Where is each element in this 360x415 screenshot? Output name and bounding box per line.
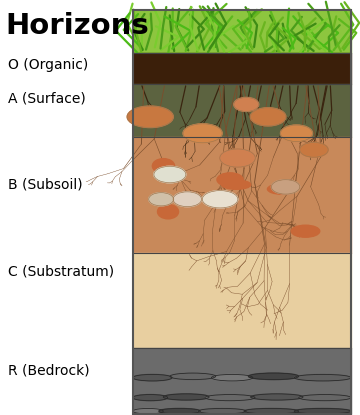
Ellipse shape — [300, 142, 328, 157]
Bar — [133, 10, 351, 414]
Bar — [133, 84, 351, 137]
Text: C (Substratum): C (Substratum) — [9, 264, 114, 278]
Ellipse shape — [205, 395, 255, 401]
Bar — [133, 253, 351, 348]
Ellipse shape — [294, 408, 351, 414]
Ellipse shape — [159, 408, 201, 414]
Text: A (Surface): A (Surface) — [9, 91, 86, 105]
Ellipse shape — [157, 205, 179, 219]
Bar — [133, 10, 351, 53]
Ellipse shape — [127, 106, 173, 127]
Bar — [133, 348, 351, 414]
Ellipse shape — [280, 125, 312, 142]
Bar — [133, 53, 351, 84]
Text: B (Subsoil): B (Subsoil) — [9, 178, 83, 192]
Ellipse shape — [271, 180, 300, 194]
Ellipse shape — [198, 408, 246, 414]
Ellipse shape — [154, 166, 186, 183]
Ellipse shape — [244, 408, 299, 414]
Ellipse shape — [220, 149, 255, 167]
Ellipse shape — [183, 124, 222, 143]
Ellipse shape — [170, 373, 216, 380]
Ellipse shape — [152, 159, 175, 173]
Ellipse shape — [133, 374, 172, 381]
Ellipse shape — [163, 394, 209, 400]
Ellipse shape — [267, 184, 297, 194]
Text: R (Bedrock): R (Bedrock) — [9, 363, 90, 377]
Ellipse shape — [234, 98, 259, 112]
Ellipse shape — [222, 180, 251, 189]
Ellipse shape — [294, 374, 351, 381]
Ellipse shape — [299, 395, 351, 401]
Ellipse shape — [133, 408, 163, 414]
Ellipse shape — [202, 190, 238, 208]
Ellipse shape — [211, 374, 253, 381]
Ellipse shape — [149, 193, 174, 206]
Ellipse shape — [133, 395, 168, 401]
Ellipse shape — [248, 373, 299, 380]
Ellipse shape — [173, 192, 202, 207]
Text: O (Organic): O (Organic) — [9, 58, 89, 72]
Ellipse shape — [217, 173, 243, 186]
Ellipse shape — [251, 394, 303, 400]
Ellipse shape — [291, 225, 320, 237]
Bar — [133, 137, 351, 253]
Text: Horizons: Horizons — [5, 12, 149, 40]
Ellipse shape — [250, 108, 286, 126]
